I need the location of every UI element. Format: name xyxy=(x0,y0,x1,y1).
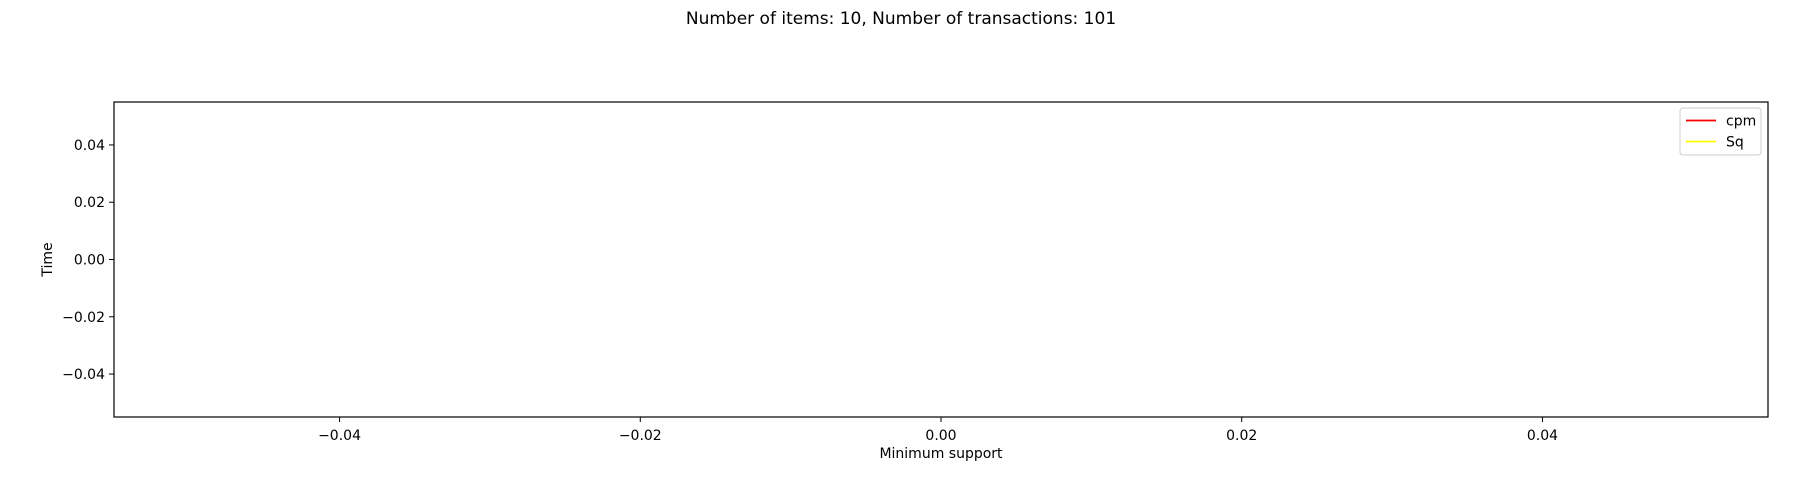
plot-area xyxy=(113,101,1769,418)
y-tick-label: 0.04 xyxy=(74,138,105,154)
y-tick-label: −0.04 xyxy=(62,367,105,383)
x-tick-label: −0.04 xyxy=(318,428,361,444)
legend-label-sq: Sq xyxy=(1726,135,1744,151)
x-axis: −0.04 −0.02 0.00 0.02 0.04 xyxy=(318,417,1558,444)
y-tick-label: −0.02 xyxy=(62,310,105,326)
y-tick-label: 0.00 xyxy=(74,253,105,269)
x-tick-label: 0.04 xyxy=(1527,428,1558,444)
legend: cpm Sq xyxy=(1679,107,1762,156)
x-axis-label: Minimum support xyxy=(879,446,1003,462)
y-axis-label: Time xyxy=(40,242,56,277)
x-tick-label: 0.00 xyxy=(925,428,956,444)
y-tick-label: 0.02 xyxy=(74,195,105,211)
legend-label-cpm: cpm xyxy=(1726,114,1756,130)
x-tick-label: 0.02 xyxy=(1226,428,1257,444)
chart-title: Number of items: 10, Number of transacti… xyxy=(686,9,1116,29)
x-tick-label: −0.02 xyxy=(619,428,662,444)
y-axis: −0.04 −0.02 0.00 0.02 0.04 xyxy=(62,138,114,383)
